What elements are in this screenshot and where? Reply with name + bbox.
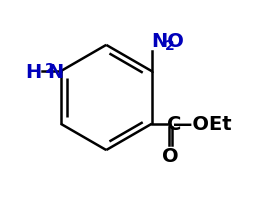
Text: 2: 2	[45, 61, 55, 75]
Text: H: H	[25, 62, 41, 81]
Text: NO: NO	[151, 32, 184, 51]
Text: —OEt: —OEt	[173, 115, 232, 134]
Text: 2: 2	[165, 39, 175, 53]
Text: O: O	[162, 146, 179, 165]
Text: N: N	[48, 62, 64, 81]
Text: C: C	[167, 115, 181, 134]
